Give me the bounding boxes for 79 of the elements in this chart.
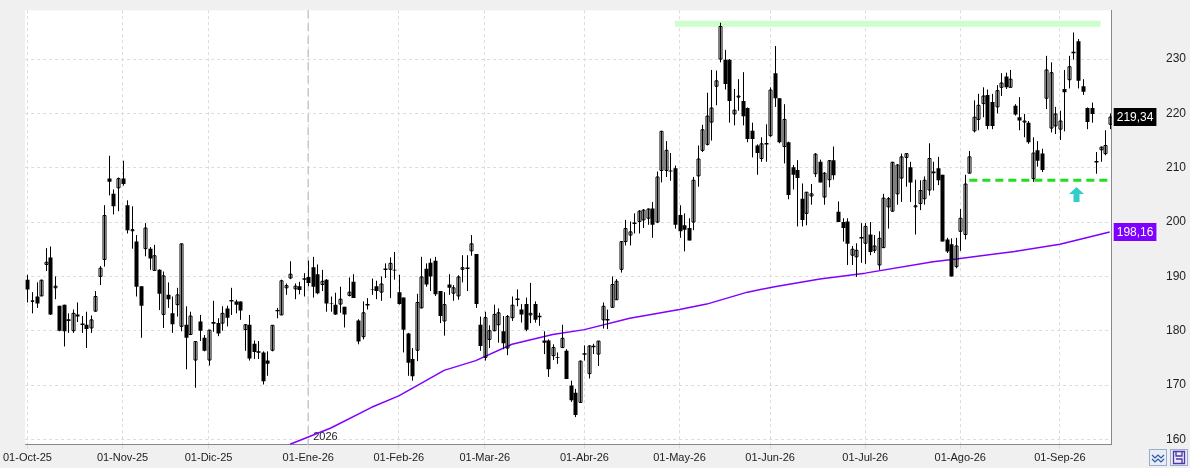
candlestick — [388, 256, 393, 299]
x-tick-label: 01-Ago-26 — [934, 451, 986, 464]
x-tick-label: 01-Oct-25 — [3, 451, 52, 464]
candlestick — [338, 286, 343, 314]
candlestick — [347, 276, 352, 297]
y-tick-label: 220 — [1165, 105, 1187, 120]
candlestick — [913, 179, 918, 236]
y-tick-label: 170 — [1165, 377, 1187, 392]
candlestick — [25, 274, 30, 303]
candlestick — [311, 256, 316, 299]
y-tick-label: 210 — [1165, 160, 1187, 175]
candlestick — [464, 254, 471, 292]
candlestick — [1031, 136, 1036, 183]
candlestick — [637, 209, 642, 234]
candlestick — [555, 351, 560, 365]
candlestick — [111, 188, 116, 215]
candlestick — [379, 275, 384, 302]
candlestick — [333, 292, 338, 316]
candlestick — [98, 265, 103, 286]
candlestick — [469, 234, 474, 257]
candlestick — [976, 93, 981, 131]
candlestick — [93, 290, 98, 313]
candlestick — [601, 301, 606, 330]
candlestick — [718, 22, 723, 63]
candlestick — [858, 222, 865, 264]
candlestick — [1040, 148, 1045, 173]
x-tick-label: 01-Feb-26 — [373, 451, 425, 464]
x-tick-label: 01-Jul-26 — [842, 451, 889, 464]
candlestick — [795, 159, 800, 227]
candlestick — [270, 324, 275, 352]
x-tick-label: 01-Abr-26 — [559, 451, 609, 464]
x-tick-label: 01-Dic-25 — [184, 451, 233, 464]
y-tick-label: 200 — [1165, 214, 1187, 229]
candlestick — [908, 161, 913, 203]
x-tick-label: 01-Jun-26 — [745, 451, 795, 464]
candlestick — [265, 350, 270, 377]
candlestick — [1026, 120, 1031, 145]
candlestick — [831, 146, 836, 181]
candlestick — [714, 70, 719, 106]
x-tick-label: 01-Ene-26 — [282, 451, 334, 464]
ref-line-label: 2026 — [313, 430, 338, 443]
candlestick — [361, 300, 366, 340]
candlestick — [1093, 151, 1100, 175]
candlestick — [1090, 102, 1095, 124]
data-label: 198,16 — [1116, 225, 1154, 240]
candlestick — [854, 242, 859, 278]
candlestick — [709, 69, 714, 142]
candlestick — [107, 155, 112, 196]
candlestick — [918, 179, 923, 211]
y-tick-label: 190 — [1165, 268, 1187, 283]
candlestick — [143, 222, 148, 257]
x-tick-label: 01-Sep-26 — [1034, 451, 1086, 464]
candlestick — [370, 278, 375, 296]
candlestick — [496, 307, 501, 344]
candlestick — [193, 341, 198, 389]
candlestick — [967, 150, 972, 174]
candlestick — [1062, 69, 1067, 132]
candlestick — [845, 217, 850, 266]
candlestick — [631, 212, 638, 234]
candlestick — [604, 309, 611, 330]
candlestick — [560, 324, 565, 349]
y-tick-label: 180 — [1165, 323, 1187, 338]
candlestick — [102, 204, 107, 268]
candlestick — [198, 314, 203, 342]
y-tick-label: 160 — [1165, 431, 1187, 446]
candlestick — [610, 275, 615, 308]
candlestick — [483, 311, 488, 362]
x-tick-label: 01-Nov-25 — [96, 451, 149, 464]
candlestick — [841, 217, 846, 243]
text: 219,34 — [1116, 110, 1154, 125]
candlestick — [130, 205, 135, 250]
x-tick-label: 01-May-26 — [653, 451, 706, 464]
candlestick — [342, 306, 347, 328]
x-tick-label: 01-Mar-26 — [459, 451, 511, 464]
candlestick — [1067, 55, 1072, 89]
candlestick — [596, 340, 601, 367]
candlestick — [587, 344, 592, 380]
candlestick — [170, 295, 175, 334]
y-tick-label: 230 — [1165, 51, 1187, 66]
